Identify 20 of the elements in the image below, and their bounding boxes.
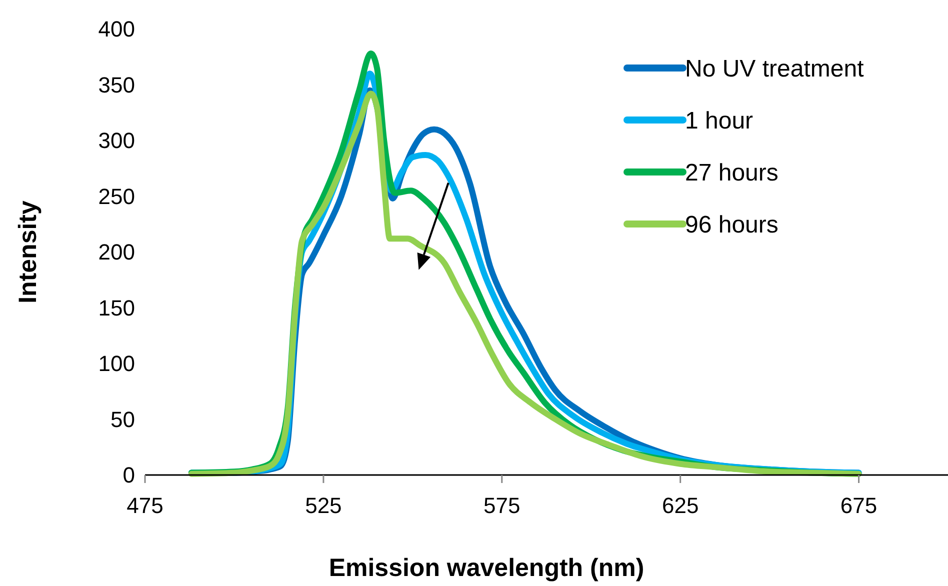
x-tick-label: 525	[305, 493, 342, 518]
legend-label: 96 hours	[685, 211, 778, 238]
x-tick-label: 675	[840, 493, 878, 518]
y-tick-label: 200	[98, 240, 135, 265]
y-tick-label: 150	[98, 295, 135, 320]
x-tick-label: 625	[662, 493, 699, 518]
legend-label: 27 hours	[685, 159, 778, 186]
y-tick-label: 400	[98, 16, 135, 42]
y-tick-label: 250	[98, 184, 135, 209]
x-tick-label: 575	[484, 493, 520, 518]
y-tick-label: 100	[98, 351, 135, 376]
y-axis-title: Intensity	[14, 200, 42, 304]
y-tick-label: 350	[98, 72, 135, 98]
y-tick-label: 0	[122, 462, 135, 488]
legend-label: 1 hour	[685, 107, 754, 134]
y-tick-label: 50	[110, 406, 135, 432]
x-axis-title: Emission wavelength (nm)	[328, 554, 644, 582]
legend-label: No UV treatment	[685, 55, 864, 82]
y-tick-label: 300	[98, 128, 135, 154]
x-tick-label: 475	[126, 493, 164, 518]
